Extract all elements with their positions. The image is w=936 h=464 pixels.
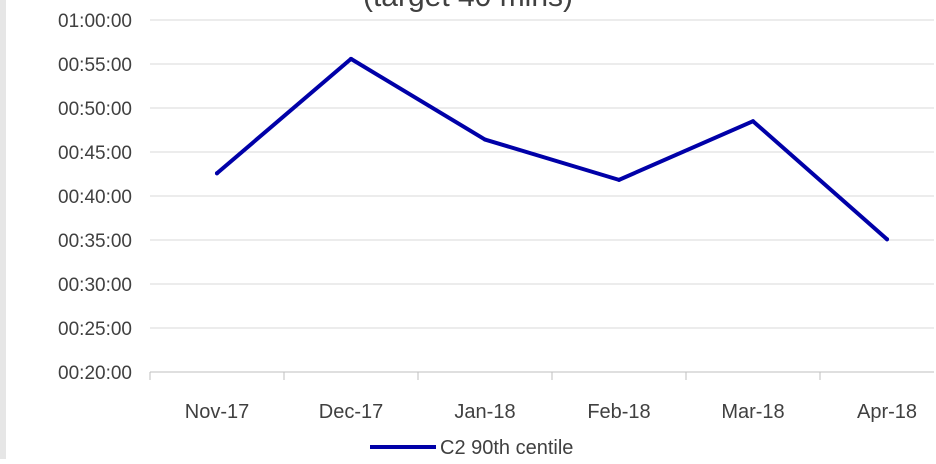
data-point: 00:55:35 (349, 56, 353, 61)
y-tick-label: 00:55:00 (58, 55, 132, 76)
y-tick-label: 00:30:00 (58, 275, 132, 296)
x-tick-label: Apr-18 (857, 401, 917, 423)
x-tick-label: Nov-17 (185, 401, 249, 423)
y-tick-label: 00:40:00 (58, 187, 132, 208)
chart-title: (target 40 mins) (0, 0, 936, 14)
x-axis-tick-labels: Nov-17 Dec-17 Jan-18 Feb-18 Mar-18 Apr-18 (185, 401, 917, 423)
x-axis (149, 371, 934, 380)
y-tick-label: 00:50:00 (58, 99, 132, 120)
gridlines (150, 19, 934, 329)
x-tick-label: Mar-18 (721, 401, 784, 423)
data-point: 00:35:05 (885, 237, 889, 242)
y-tick-label: 01:00:00 (58, 11, 132, 32)
series-layer: 00:42:35 00:55:35 00:46:25 00:41:50 00:48:30… (215, 56, 889, 242)
x-tick-label: Dec-17 (319, 401, 383, 423)
data-point: 00:48:30 (751, 119, 755, 124)
y-tick-label: 00:45:00 (58, 143, 132, 164)
data-point: 00:42:35 (215, 171, 219, 176)
y-tick-label: 00:25:00 (58, 319, 132, 340)
legend[interactable]: C2 90th centile (370, 437, 573, 459)
chart-left-border (0, 0, 6, 459)
data-point: 00:46:25 (483, 137, 487, 142)
y-tick-label: 00:35:00 (58, 231, 132, 252)
y-tick-label: 00:20:00 (58, 363, 132, 384)
x-tick-label: Jan-18 (454, 401, 515, 423)
x-tick-label: Feb-18 (587, 401, 650, 423)
data-point: 00:41:50 (617, 177, 621, 182)
legend-label: C2 90th centile (440, 437, 573, 459)
y-axis-tick-labels: 01:00:00 00:55:00 00:50:00 00:45:00 00:40:00… (58, 11, 132, 384)
series-line (215, 56, 889, 242)
